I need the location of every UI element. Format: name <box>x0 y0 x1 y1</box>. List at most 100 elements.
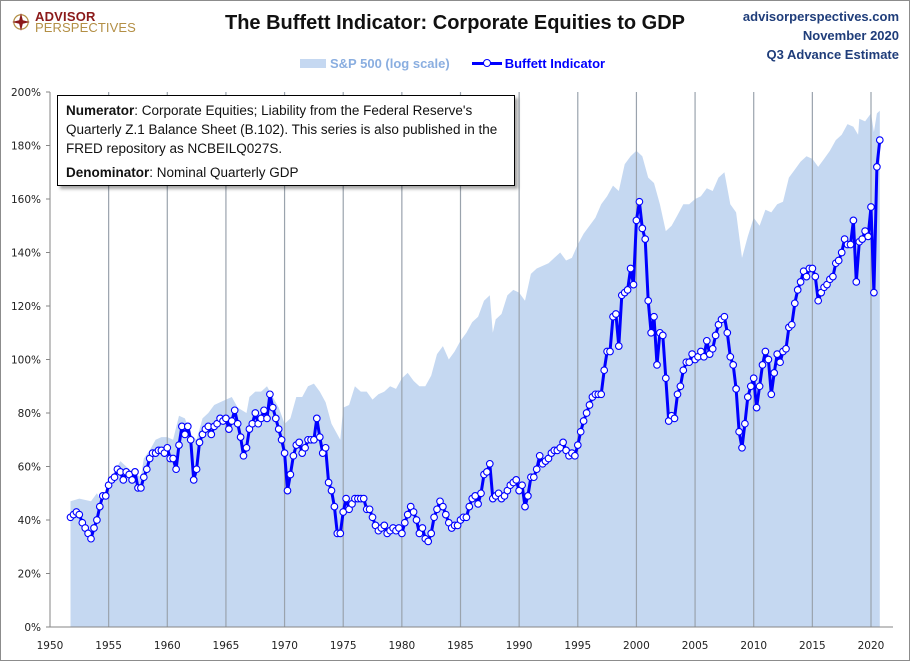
y-tick-label: 80% <box>18 408 41 420</box>
buffett-data-point <box>743 393 752 401</box>
buffett-data-point <box>829 272 837 281</box>
y-tick-label: 160% <box>11 194 41 206</box>
buffett-data-point <box>139 473 148 482</box>
x-tick-label: 1990 <box>506 640 533 652</box>
buffett-data-point <box>647 328 655 337</box>
buffett-data-point <box>864 232 872 241</box>
buffett-data-point <box>263 414 271 423</box>
buffett-data-point <box>137 484 145 492</box>
buffett-data-point <box>638 224 647 233</box>
buffett-data-point <box>670 414 679 423</box>
buffett-data-point <box>268 403 277 412</box>
buffett-data-point <box>524 492 532 500</box>
y-tick-label: 40% <box>18 515 41 527</box>
buffett-data-point <box>764 355 773 364</box>
buffett-data-point <box>614 342 623 350</box>
y-tick-label: 100% <box>11 355 41 367</box>
meta-date: November 2020 <box>802 28 899 43</box>
buffett-data-point <box>752 403 761 412</box>
buffett-data-point <box>623 286 632 294</box>
buffett-data-point <box>532 465 541 474</box>
buffett-data-point <box>761 347 770 356</box>
buffett-data-point <box>676 382 685 391</box>
buffett-data-point <box>418 524 427 532</box>
buffett-data-point <box>195 438 204 447</box>
buffett-data-point <box>274 425 283 433</box>
buffett-data-point <box>110 473 119 482</box>
buffett-data-point <box>485 459 494 468</box>
buffett-data-point <box>430 513 438 522</box>
buffett-data-point <box>658 331 667 340</box>
buffett-data-point <box>808 264 817 273</box>
buffett-data-point <box>477 489 485 498</box>
buffett-data-point <box>529 473 538 482</box>
buffett-data-point <box>128 476 136 484</box>
buffett-data-point <box>576 427 585 436</box>
buffett-data-point <box>626 264 635 273</box>
y-tick-label: 120% <box>11 301 41 313</box>
buffett-data-point <box>782 344 790 353</box>
buffett-data-point <box>582 409 591 417</box>
buffett-data-point <box>483 468 491 476</box>
buffett-data-point <box>172 465 180 474</box>
buffett-data-point <box>230 406 239 415</box>
buffett-data-point <box>521 502 529 511</box>
buffett-data-point <box>359 494 368 503</box>
x-tick-label: 1960 <box>154 640 181 652</box>
buffett-data-point <box>755 382 764 391</box>
buffett-data-point <box>738 443 746 452</box>
compass-star-icon <box>12 13 30 31</box>
y-tick-label: 0% <box>24 622 41 634</box>
buffett-data-point <box>295 438 304 447</box>
buffett-data-point <box>266 390 274 399</box>
buffett-data-point <box>723 328 732 337</box>
x-tick-label: 2000 <box>623 640 650 652</box>
buffett-data-point <box>189 476 198 484</box>
buffett-data-point <box>606 347 614 356</box>
buffett-data-point <box>585 401 594 409</box>
note-denominator-label: Denominator <box>66 165 150 180</box>
x-tick-label: 1955 <box>95 640 122 652</box>
buffett-data-point <box>571 451 579 460</box>
buffett-data-point <box>400 518 409 527</box>
buffett-data-point <box>726 352 735 361</box>
x-tick-label: 1995 <box>564 640 591 652</box>
legend-swatch-sp500 <box>300 58 326 68</box>
buffett-data-point <box>811 272 820 281</box>
buffett-data-point <box>239 451 248 460</box>
buffett-data-point <box>720 312 729 321</box>
buffett-data-point <box>225 425 233 433</box>
x-tick-label: 2005 <box>682 640 709 652</box>
buffett-data-point <box>183 422 192 431</box>
buffett-data-point <box>629 280 638 289</box>
buffett-data-point <box>708 344 717 353</box>
buffett-data-point <box>439 502 447 511</box>
buffett-data-point <box>867 203 875 211</box>
buffett-data-point <box>776 358 784 367</box>
buffett-data-point <box>142 465 151 474</box>
y-tick-label: 20% <box>18 569 41 581</box>
buffett-data-point <box>233 419 242 428</box>
buffett-data-point <box>181 430 189 439</box>
buffett-data-point <box>661 374 670 383</box>
buffett-data-point <box>289 451 298 460</box>
buffett-data-point <box>735 427 743 436</box>
buffett-data-point <box>641 235 650 243</box>
y-tick-label: 140% <box>11 248 41 260</box>
buffett-data-point <box>75 510 84 519</box>
buffett-data-point <box>512 476 521 484</box>
buffett-data-point <box>849 216 858 225</box>
buffett-data-point <box>380 521 389 530</box>
buffett-data-point <box>131 468 139 476</box>
chart-legend: S&P 500 (log scale) Buffett Indicator <box>300 54 605 72</box>
sp500-area <box>70 110 880 627</box>
buffett-data-point <box>365 505 374 514</box>
buffett-data-point <box>186 435 195 444</box>
buffett-data-point <box>163 443 172 452</box>
buffett-data-point <box>192 465 201 474</box>
buffett-data-point <box>398 529 406 538</box>
buffett-data-point <box>207 430 216 439</box>
buffett-data-point <box>732 385 740 393</box>
buffett-data-point <box>702 336 711 345</box>
